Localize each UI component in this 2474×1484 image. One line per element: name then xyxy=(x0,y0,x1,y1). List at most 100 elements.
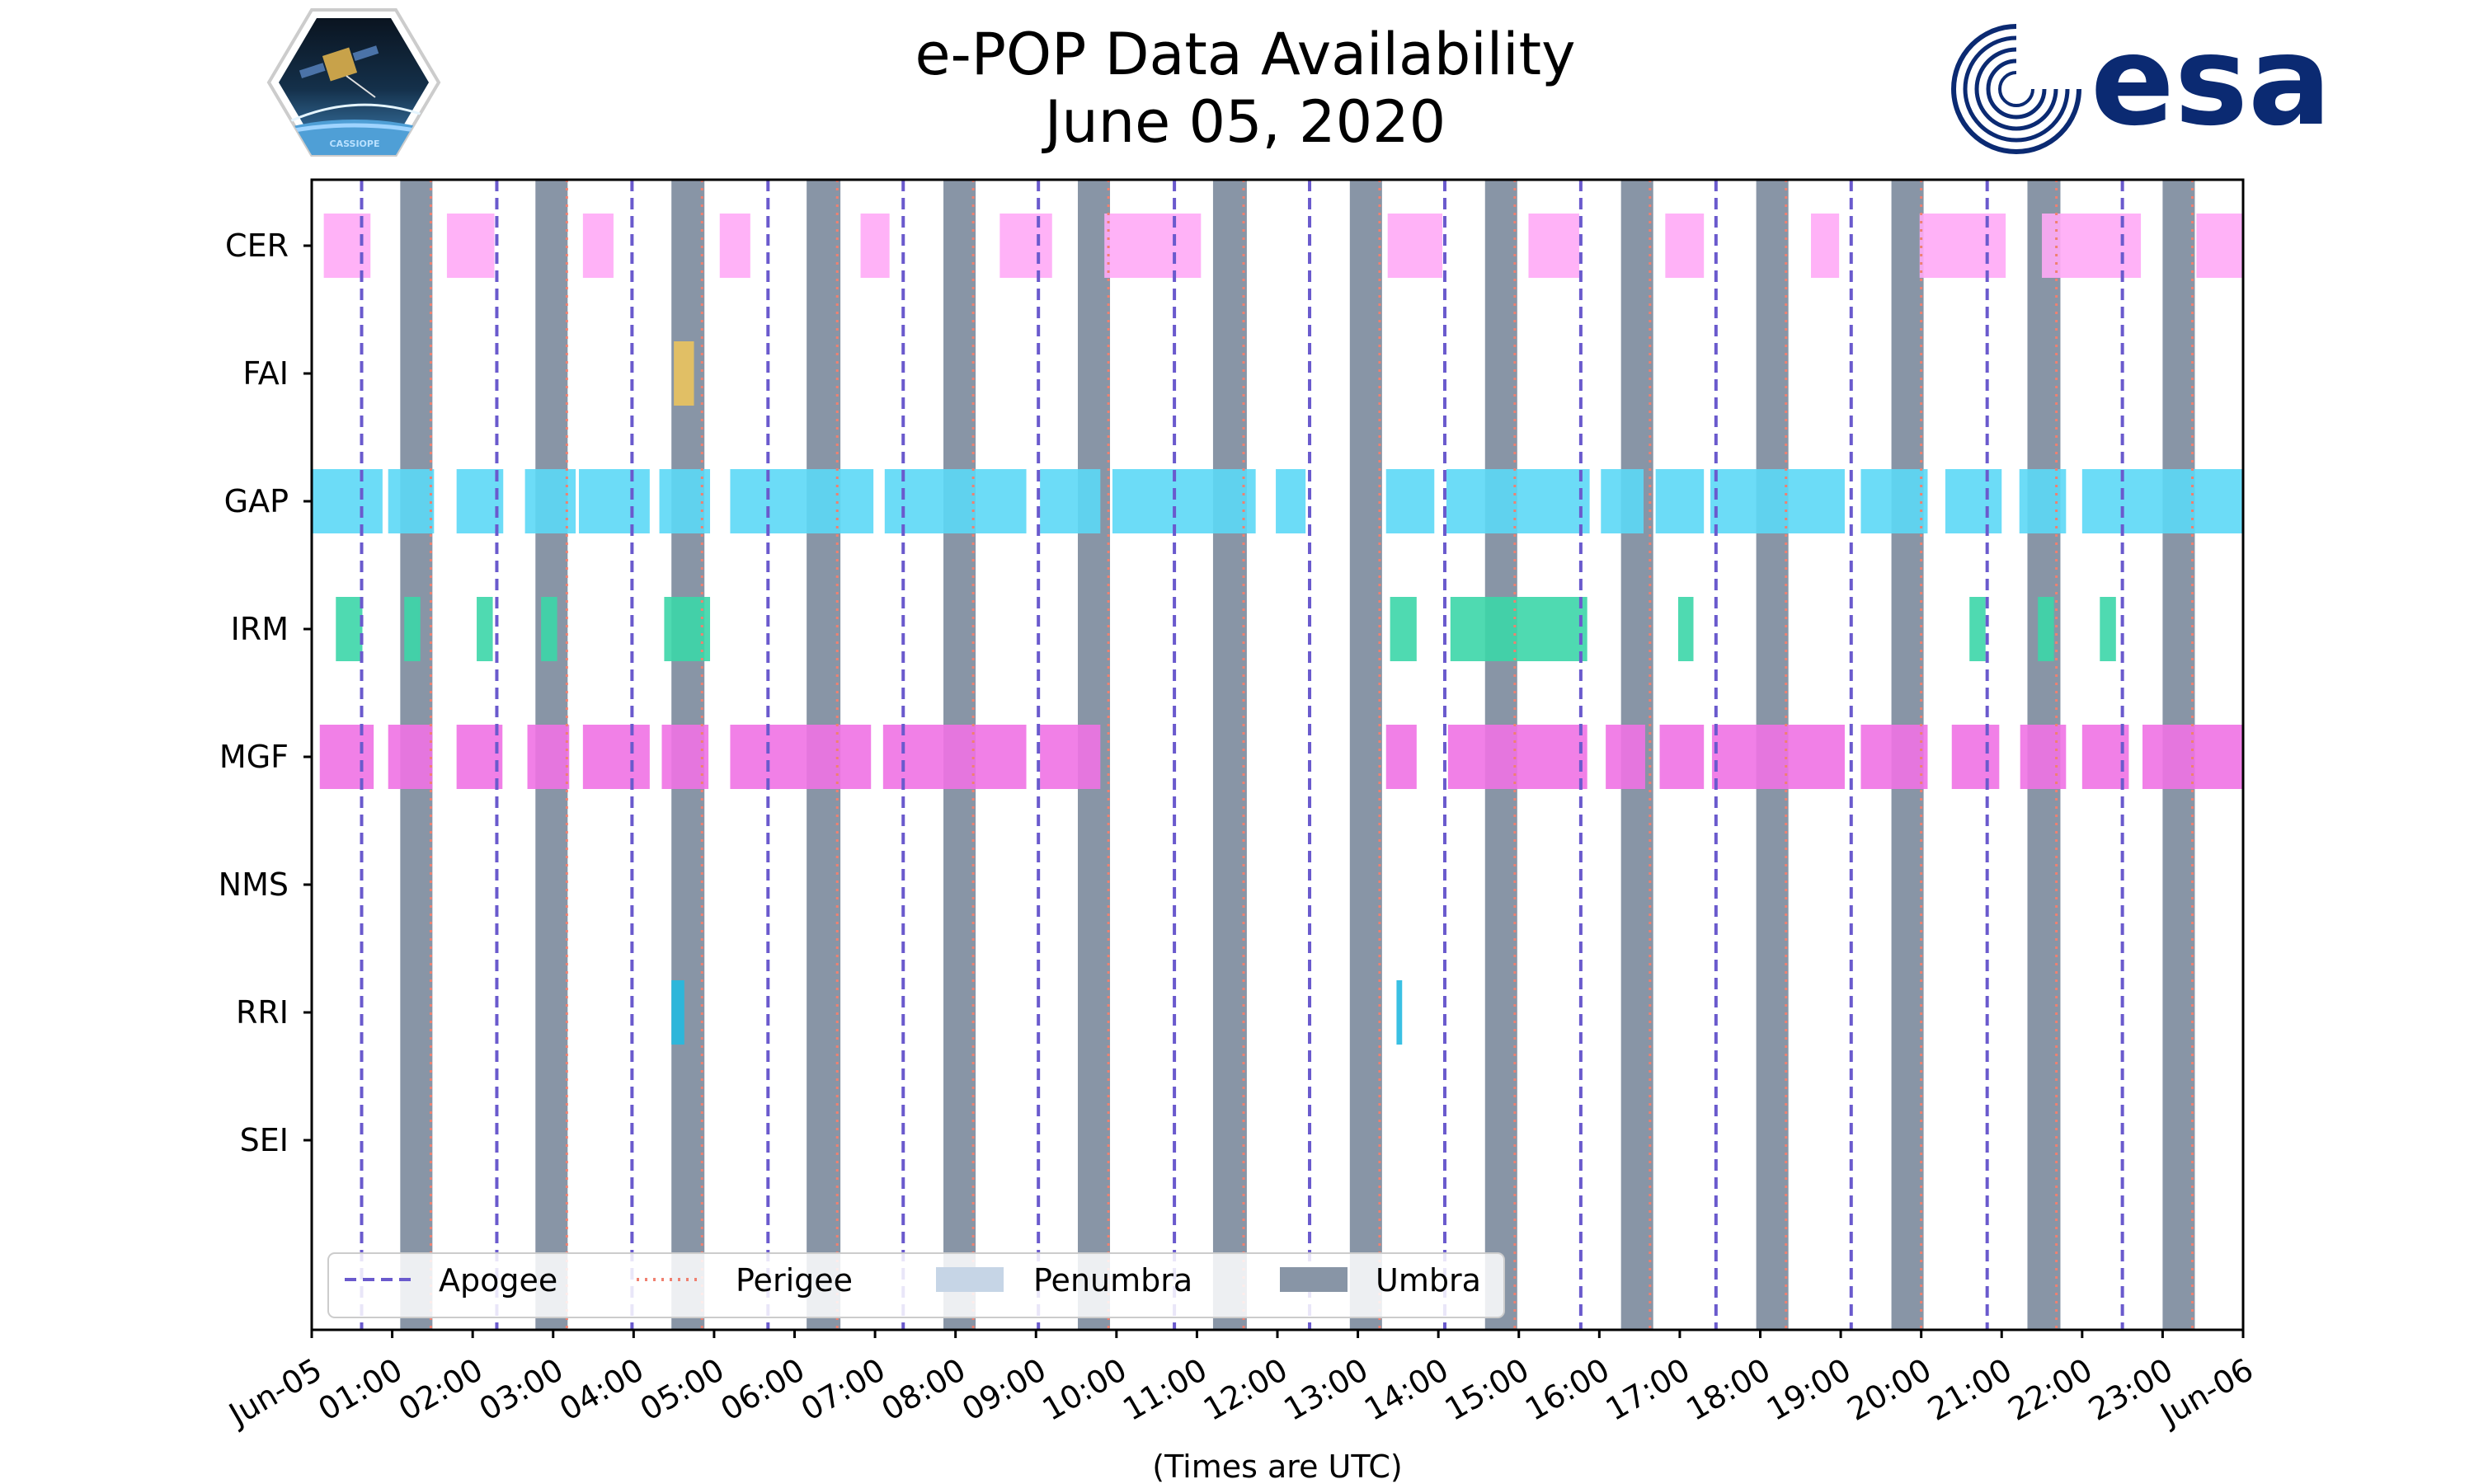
bar-mgf-3 xyxy=(527,725,570,789)
y-tick-label-gap: GAP xyxy=(224,483,289,519)
y-tick-label-mgf: MGF xyxy=(219,739,289,775)
bar-irm-5 xyxy=(1390,597,1417,661)
bar-gap-14 xyxy=(1655,469,1705,533)
x-tick-label-18: 18:00 xyxy=(1680,1351,1776,1428)
bar-gap-19 xyxy=(2081,469,2243,533)
bar-gap-3 xyxy=(524,469,576,533)
x-tick-label-16: 16:00 xyxy=(1519,1351,1616,1428)
x-tick-label-1: 01:00 xyxy=(312,1351,408,1428)
umbra-band-7 xyxy=(1349,180,1382,1330)
bar-cer-0 xyxy=(323,214,371,278)
x-tick-label-24: Jun-06 xyxy=(2153,1351,2260,1434)
bar-gap-0 xyxy=(312,469,383,533)
x-tick-label-15: 15:00 xyxy=(1439,1351,1536,1428)
bar-cer-7 xyxy=(1387,214,1443,278)
bar-mgf-8 xyxy=(1040,725,1101,789)
x-tick-label-21: 21:00 xyxy=(1921,1351,2018,1428)
satellite-icon xyxy=(299,45,379,98)
bar-gap-11 xyxy=(1385,469,1435,533)
y-tick-label-sei: SEI xyxy=(240,1122,289,1158)
bar-irm-10 xyxy=(2100,597,2116,661)
legend-frame xyxy=(327,1252,1505,1318)
bar-mgf-6 xyxy=(730,725,872,789)
bars-layer xyxy=(312,214,2243,1045)
bar-mgf-12 xyxy=(1659,725,1705,789)
bar-irm-6 xyxy=(1450,597,1587,661)
bar-cer-11 xyxy=(1919,214,2006,278)
bar-mgf-2 xyxy=(456,725,503,789)
bar-mgf-10 xyxy=(1447,725,1587,789)
legend-umbra-swatch xyxy=(1280,1267,1348,1292)
orbit-lines-layer xyxy=(360,180,2194,1330)
umbra-band-6 xyxy=(1212,180,1247,1330)
bar-rri-0 xyxy=(671,980,684,1045)
x-tick-label-10: 10:00 xyxy=(1037,1351,1133,1428)
bar-rri-1 xyxy=(1396,980,1403,1045)
bar-gap-12 xyxy=(1446,469,1590,533)
bar-gap-4 xyxy=(578,469,650,533)
legend-penumbra-label: Penumbra xyxy=(1033,1262,1192,1298)
chart-title-line2: June 05, 2020 xyxy=(1042,88,1446,156)
y-tick-label-cer: CER xyxy=(225,228,289,264)
bar-mgf-4 xyxy=(582,725,650,789)
x-tick-label-20: 20:00 xyxy=(1841,1351,1938,1428)
legend-umbra-label: Umbra xyxy=(1376,1262,1481,1298)
bar-gap-6 xyxy=(730,469,874,533)
bar-gap-15 xyxy=(1710,469,1845,533)
bar-cer-12 xyxy=(2042,214,2142,278)
y-tick-label-nms: NMS xyxy=(219,866,289,903)
x-tick-label-17: 17:00 xyxy=(1600,1351,1696,1428)
x-tick-label-0: Jun-05 xyxy=(222,1351,328,1434)
bar-mgf-0 xyxy=(319,725,374,789)
legend-perigee-label: Perigee xyxy=(736,1262,853,1298)
x-tick-label-11: 11:00 xyxy=(1117,1351,1213,1428)
esa-logo: esa xyxy=(1951,10,2331,154)
bar-mgf-5 xyxy=(661,725,709,789)
x-tick-label-7: 07:00 xyxy=(795,1351,891,1428)
bar-cer-10 xyxy=(1810,214,1840,278)
x-tick-label-8: 08:00 xyxy=(876,1351,972,1428)
y-tick-label-fai: FAI xyxy=(242,355,289,392)
bar-irm-7 xyxy=(1677,597,1694,661)
x-tick-label-2: 02:00 xyxy=(393,1351,489,1428)
bar-mgf-15 xyxy=(1951,725,2000,789)
bar-mgf-13 xyxy=(1711,725,1845,789)
y-tick-label-rri: RRI xyxy=(236,994,289,1031)
bar-gap-16 xyxy=(1860,469,1928,533)
x-tick-label-4: 04:00 xyxy=(553,1351,650,1428)
bar-cer-8 xyxy=(1528,214,1579,278)
bar-cer-9 xyxy=(1665,214,1705,278)
x-axis: Jun-0501:0002:0003:0004:0005:0006:0007:0… xyxy=(222,1330,2260,1434)
esa-wordmark: esa xyxy=(2091,10,2331,153)
plot-area: CER FAI GAP IRM MGF NMS RRI SEI Jun-0501:0002:0… xyxy=(219,178,2260,1484)
esa-swirl-icon xyxy=(1951,24,2081,154)
bar-cer-2 xyxy=(582,214,614,278)
cassiope-label: CASSIOPE xyxy=(330,139,380,149)
x-tick-label-3: 03:00 xyxy=(473,1351,570,1428)
bar-gap-1 xyxy=(388,469,435,533)
bar-mgf-14 xyxy=(1860,725,1928,789)
bar-cer-6 xyxy=(1104,214,1202,278)
x-tick-label-14: 14:00 xyxy=(1358,1351,1455,1428)
bar-cer-3 xyxy=(719,214,750,278)
x-tick-label-22: 22:00 xyxy=(2002,1351,2099,1428)
bar-cer-13 xyxy=(2196,214,2243,278)
bar-gap-7 xyxy=(884,469,1027,533)
x-tick-label-9: 09:00 xyxy=(956,1351,1052,1428)
bar-gap-8 xyxy=(1040,469,1101,533)
x-tick-label-13: 13:00 xyxy=(1277,1351,1374,1428)
bar-gap-18 xyxy=(2019,469,2067,533)
bar-mgf-16 xyxy=(2020,725,2067,789)
legend-penumbra-swatch xyxy=(936,1267,1004,1292)
x-tick-label-12: 12:00 xyxy=(1197,1351,1294,1428)
bar-mgf-9 xyxy=(1385,725,1417,789)
bar-irm-1 xyxy=(404,597,421,661)
bar-irm-9 xyxy=(2038,597,2054,661)
bar-irm-0 xyxy=(336,597,363,661)
bar-irm-2 xyxy=(477,597,493,661)
bar-gap-10 xyxy=(1276,469,1306,533)
legend-apogee-label: Apogee xyxy=(439,1262,557,1298)
chart-title-line1: e-POP Data Availability xyxy=(915,21,1575,88)
bar-gap-9 xyxy=(1112,469,1256,533)
